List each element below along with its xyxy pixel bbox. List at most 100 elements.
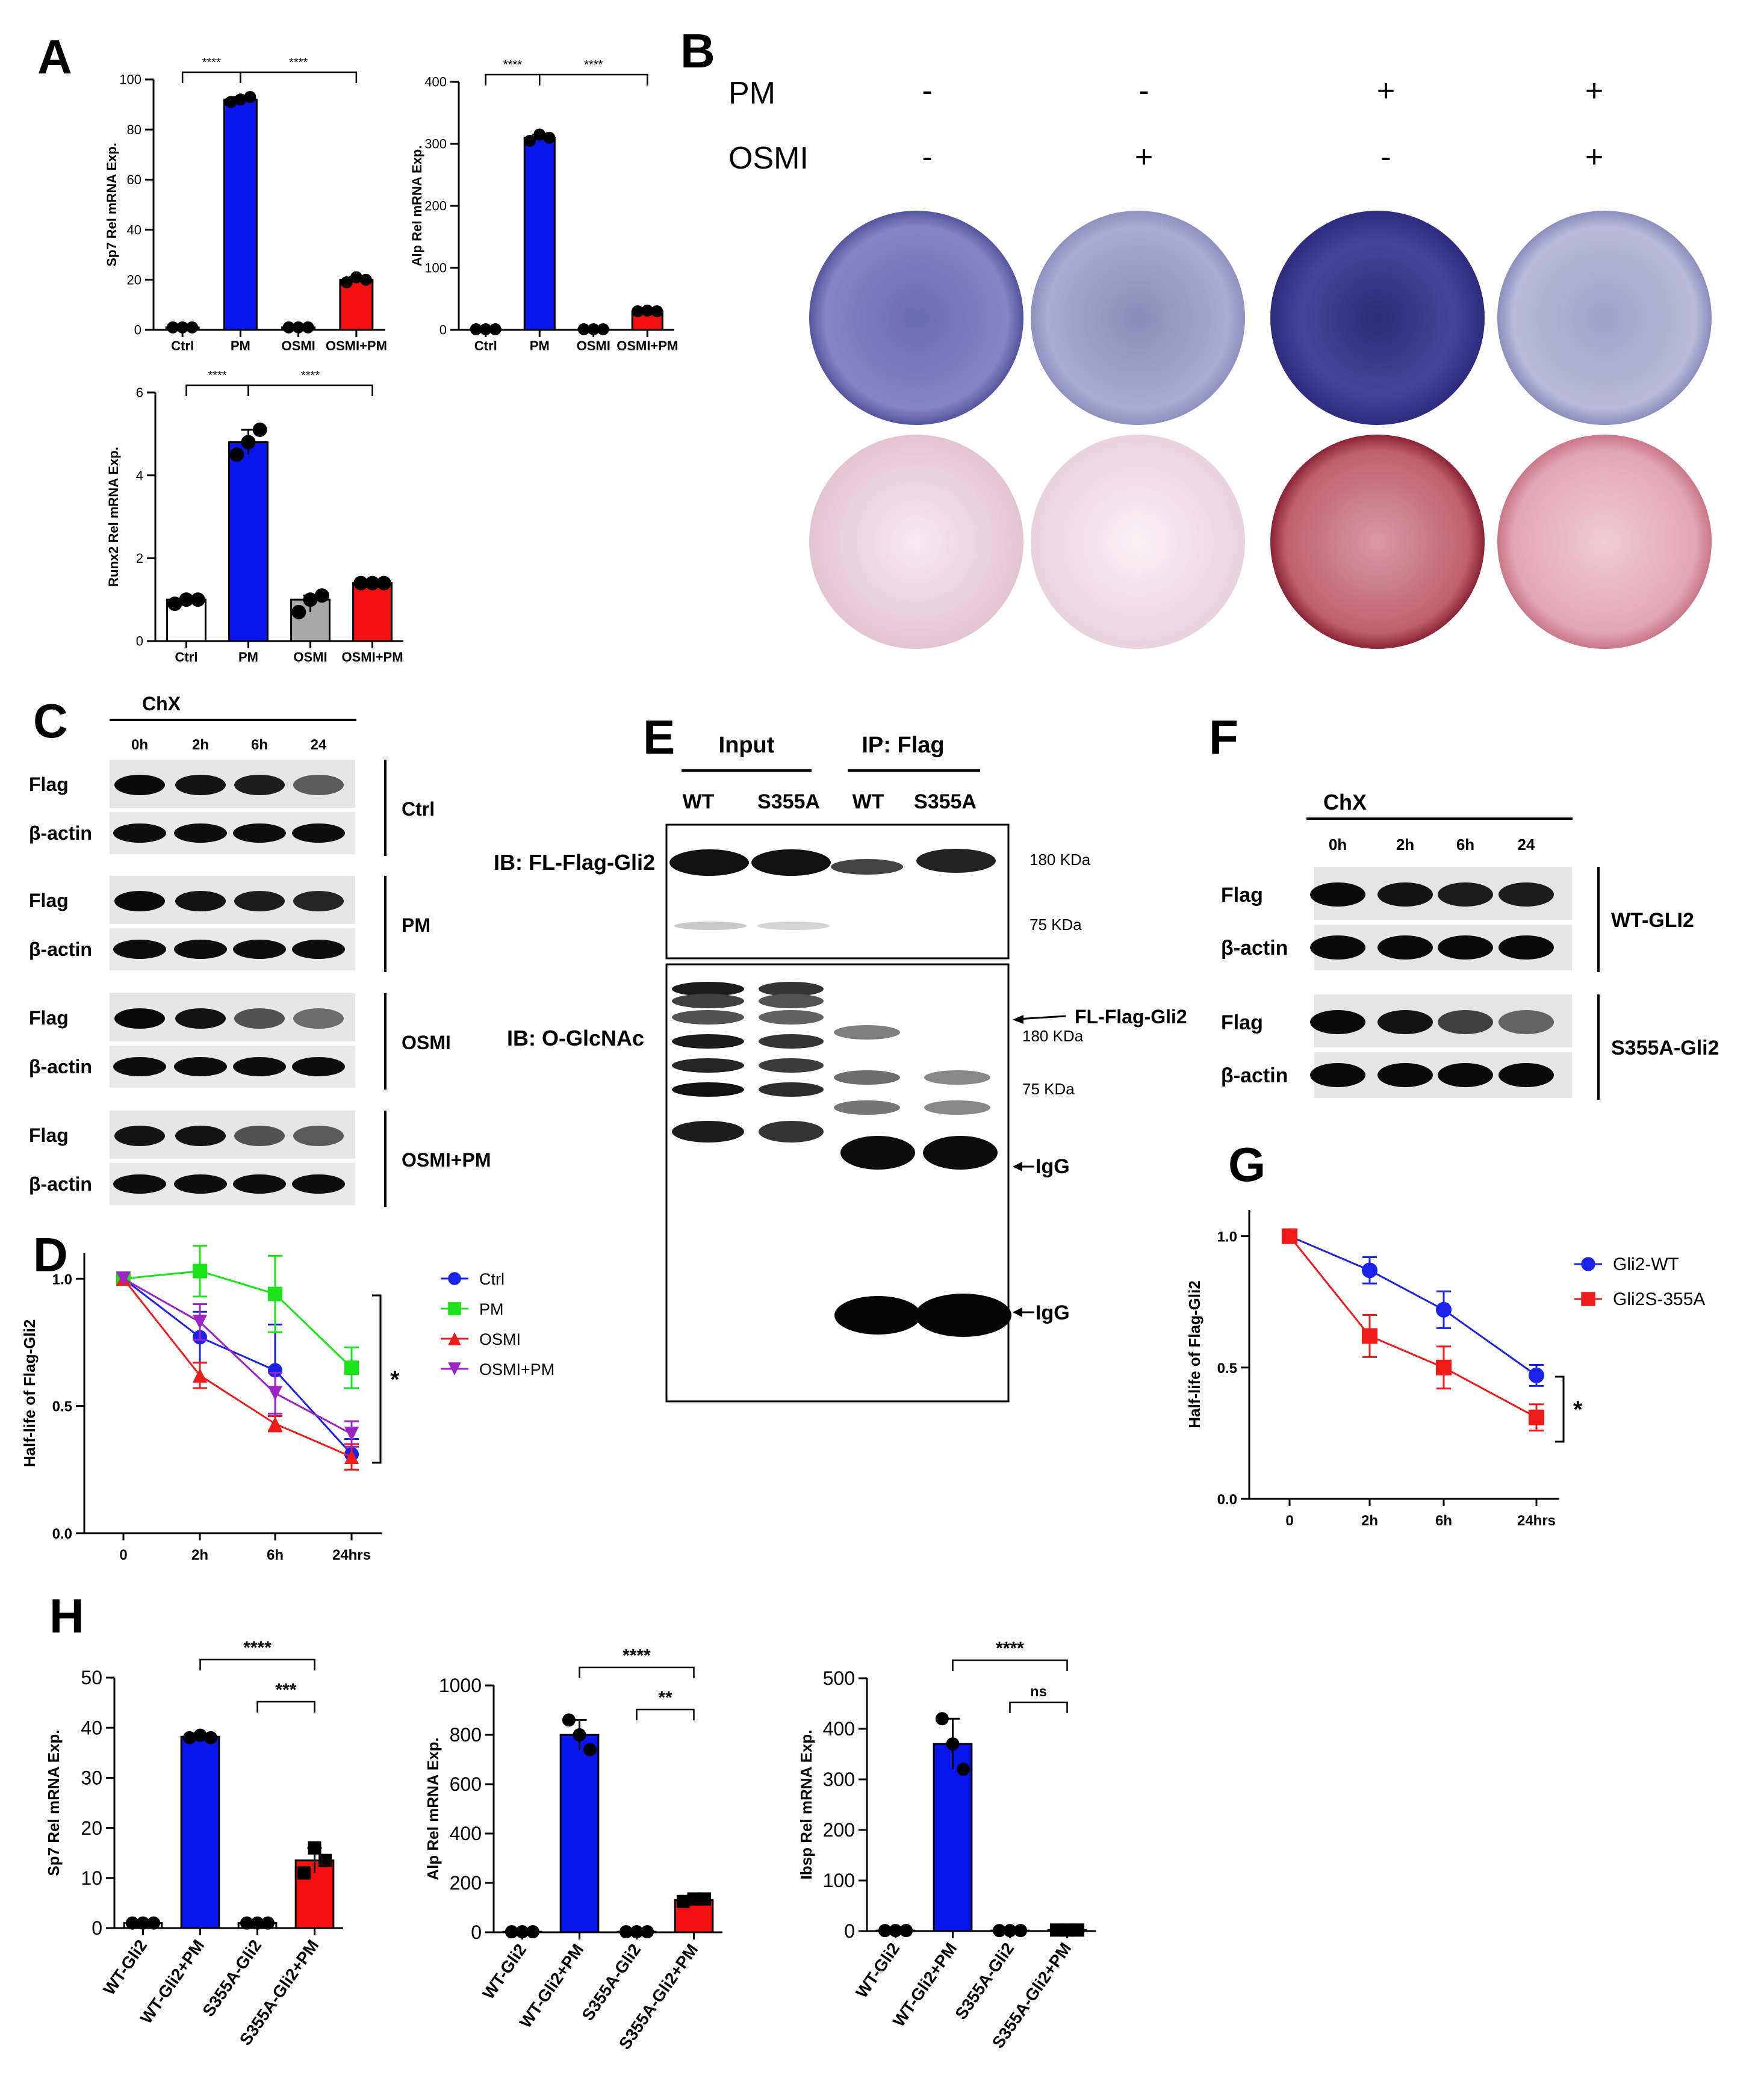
band [114, 1126, 165, 1146]
series-line [123, 1270, 353, 1369]
time-f-3: 24 [1518, 836, 1535, 854]
y-tick-label: 30 [81, 1767, 102, 1789]
osmi-sign-1: - [922, 140, 932, 175]
y-tick-label: 0 [844, 1920, 855, 1942]
data-point [240, 1916, 253, 1930]
bar [228, 441, 269, 642]
group-label: WT-GLI2 [1611, 909, 1694, 932]
data-point [533, 128, 546, 141]
data-point [176, 321, 189, 333]
band [1438, 935, 1493, 960]
data-point [1282, 1228, 1297, 1244]
data-point [641, 1925, 654, 1939]
chart-alp-h: 0 200 400 600 800 1000 Alp Rel mRNA Exp. WT-Gli… [424, 1646, 722, 2053]
panel-letter-f: F [1209, 710, 1238, 764]
band [1438, 1063, 1493, 1087]
band [1377, 1063, 1433, 1087]
x-tick-label: Ctrl [175, 650, 198, 665]
time-f-0: 0h [1329, 836, 1347, 854]
bar [223, 98, 258, 331]
x-tick-label: OSMI [577, 338, 610, 353]
significance-bracket [247, 384, 373, 396]
y-tick-label: 4 [136, 468, 143, 483]
series-line [122, 1278, 352, 1458]
band [924, 1100, 990, 1115]
panel-b: PM OSMI - - + + - + - + [728, 73, 1712, 649]
band-igg-l-1 [834, 1296, 921, 1335]
chart-sp7-a: 0 20 40 60 80 100 Sp7 Rel mRNA Exp. Ctrl PM OSMI O… [104, 56, 387, 353]
data-point [878, 1924, 892, 1938]
band [759, 1034, 824, 1049]
data-point [1003, 1924, 1017, 1938]
osmi-sign-2: + [1135, 140, 1153, 175]
significance-label: **** [996, 1639, 1024, 1658]
data-point [193, 1368, 207, 1383]
fl-arrow-label: FL-Flag-Gli2 [1075, 1006, 1187, 1028]
band [233, 1174, 286, 1194]
band [233, 940, 286, 959]
significance-label: * [1573, 1397, 1583, 1423]
data-point [193, 1315, 207, 1330]
band [113, 940, 166, 959]
y-axis-label: Sp7 Rel mRNA Exp. [45, 1729, 63, 1876]
data-point [314, 588, 329, 603]
band [292, 940, 345, 959]
data-point [515, 1925, 529, 1939]
data-point [268, 1416, 282, 1431]
data-point [470, 323, 482, 335]
data-point [524, 134, 536, 147]
significance-bracket [256, 1701, 315, 1713]
data-point [676, 1894, 690, 1908]
y-tick-label: 0 [136, 634, 143, 649]
y-tick-label: 0 [439, 323, 447, 338]
lane-e-2: S355A [757, 790, 820, 813]
band [834, 1100, 900, 1115]
y-axis-label: Ibsp Rel mRNA Exp. [797, 1730, 815, 1880]
data-point [125, 1916, 139, 1930]
osmi-row-label: OSMI [728, 141, 809, 176]
significance-bracket [240, 71, 358, 83]
x-tick-label: 24hrs [332, 1547, 371, 1563]
data-point [292, 321, 305, 333]
x-tick-label: Ctrl [171, 338, 194, 353]
panel-f: ChX 0h 2h 6h 24 Flag β-actin WT-GLI2 Flag β-… [1221, 790, 1719, 1100]
data-point [268, 1386, 282, 1401]
data-point [353, 575, 368, 591]
band-igg-l-2 [915, 1294, 1011, 1337]
band [834, 1025, 900, 1040]
data-point [992, 1924, 1006, 1938]
significance-label: **** [243, 1638, 272, 1658]
data-point [234, 93, 247, 106]
band [234, 891, 285, 911]
group-label: Ctrl [402, 798, 435, 820]
data-point [619, 1925, 633, 1939]
data-point [1436, 1301, 1452, 1318]
x-tick-label: WT-Gli2 [479, 1941, 530, 2003]
data-point [268, 1363, 282, 1378]
series-line [1289, 1235, 1537, 1377]
legend-label: OSMI+PM [479, 1360, 554, 1378]
data-point [350, 271, 362, 284]
data-point [630, 1925, 644, 1939]
time-f-1: 2h [1396, 836, 1414, 854]
significance-label: **** [584, 58, 603, 72]
y-tick-label: 6 [136, 385, 143, 400]
y-tick-label: 2 [136, 551, 143, 566]
osmi-sign-3: - [1380, 140, 1391, 175]
band [759, 1082, 824, 1097]
data-point [241, 435, 256, 450]
data-point [1362, 1328, 1377, 1344]
data-point [651, 305, 663, 318]
y-tick-label: 1.0 [1217, 1229, 1237, 1245]
osmi-sign-4: + [1585, 140, 1603, 175]
chart-half-life-g: 0.0 0.5 1.0 0 2h 6h 24hrs Half-life of Flag-Gli… [1185, 1210, 1705, 1529]
time-c-0: 0h [131, 737, 148, 753]
band [672, 1121, 744, 1143]
significance-bracket [199, 1658, 315, 1670]
significance-bracket [952, 1659, 1068, 1671]
significance-bracket [636, 1708, 695, 1720]
band [234, 1008, 285, 1029]
series-line [1288, 1235, 1537, 1419]
legend-marker [1581, 1257, 1595, 1271]
time-c-1: 2h [192, 737, 209, 753]
